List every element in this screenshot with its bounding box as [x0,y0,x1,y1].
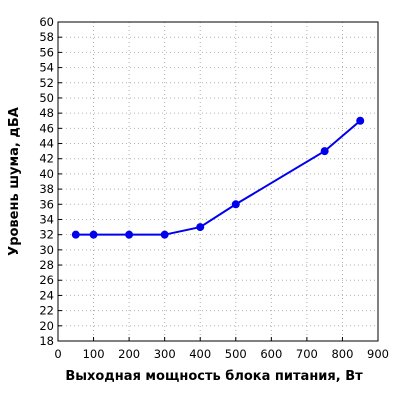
data-point [89,230,98,239]
x-tick-label: 400 [189,347,211,361]
data-point [160,230,169,239]
y-tick-label: 50 [39,91,54,105]
y-axis-title: Уровень шума, дБА [7,107,22,256]
y-tick-label: 20 [39,319,54,333]
x-tick-label: 900 [367,347,389,361]
x-tick-label: 500 [225,347,247,361]
y-tick-label: 34 [39,212,54,226]
data-point [320,147,329,156]
series-group [71,116,365,239]
x-tick-label: 600 [260,347,282,361]
x-axis-title: Выходная мощность блока питания, Вт [65,369,363,384]
y-tick-label: 52 [39,76,54,90]
data-point [71,230,80,239]
y-tick-label: 48 [39,106,54,120]
x-tick-label: 0 [54,347,61,361]
y-tick-label: 32 [39,228,54,242]
y-tick-label: 30 [39,243,54,257]
y-tick-label: 24 [39,288,54,302]
y-tick-label: 46 [39,121,54,135]
plot-frame [57,21,379,342]
x-tick-label: 200 [118,347,140,361]
ticks [57,21,379,342]
y-tick-label: 54 [39,61,54,75]
y-tick-label: 38 [39,182,54,196]
y-tick-label: 56 [39,45,54,59]
x-tick-labels: 0 100 200 300 400 500 600 700 800 900 [54,347,389,361]
x-tick-label: 300 [154,347,176,361]
y-tick-label: 42 [39,152,54,166]
x-tick-label: 700 [296,347,318,361]
series-line [75,119,361,236]
data-point [356,116,365,125]
data-point [196,223,205,232]
y-tick-label: 58 [39,30,54,44]
y-tick-label: 28 [39,258,54,272]
y-tick-label: 36 [39,197,54,211]
x-tick-label: 800 [331,347,353,361]
y-tick-label: 60 [39,15,54,29]
x-tick-label: 100 [83,347,105,361]
data-point [231,200,240,209]
y-tick-label: 18 [39,334,54,348]
y-tick-label: 26 [39,273,54,287]
data-point [125,230,134,239]
y-tick-label: 44 [39,137,54,151]
y-tick-label: 40 [39,167,54,181]
y-tick-label: 22 [39,304,54,318]
grid [58,22,378,341]
